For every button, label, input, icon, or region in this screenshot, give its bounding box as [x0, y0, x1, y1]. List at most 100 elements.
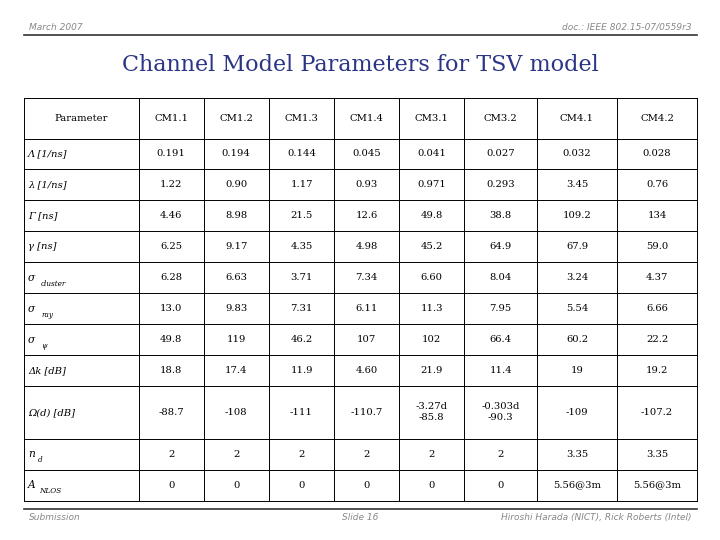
Text: σ: σ: [28, 273, 35, 283]
Text: CM1.3: CM1.3: [284, 114, 318, 123]
Text: -111: -111: [290, 408, 313, 417]
Text: CM4.2: CM4.2: [640, 114, 674, 123]
Text: 2: 2: [364, 450, 370, 458]
Text: Ω(d) [dB]: Ω(d) [dB]: [28, 408, 75, 417]
Text: Hiroshi Harada (NICT), Rick Roberts (Intel): Hiroshi Harada (NICT), Rick Roberts (Int…: [500, 513, 691, 522]
Text: 12.6: 12.6: [356, 211, 378, 220]
Text: 3.24: 3.24: [566, 273, 588, 282]
Text: CM3.1: CM3.1: [415, 114, 449, 123]
Text: 0.041: 0.041: [418, 150, 446, 158]
Text: -107.2: -107.2: [641, 408, 673, 417]
Text: 4.60: 4.60: [356, 366, 378, 375]
Text: 45.2: 45.2: [420, 242, 443, 251]
Text: 0: 0: [298, 481, 305, 490]
Text: -88.7: -88.7: [158, 408, 184, 417]
Text: 21.5: 21.5: [290, 211, 312, 220]
Text: -108: -108: [225, 408, 248, 417]
Text: 0.93: 0.93: [356, 180, 378, 190]
Text: 49.8: 49.8: [420, 211, 443, 220]
Text: Λ [1/ns]: Λ [1/ns]: [28, 150, 68, 158]
Text: 102: 102: [422, 335, 441, 344]
Text: 4.98: 4.98: [356, 242, 378, 251]
Text: 6.11: 6.11: [356, 304, 378, 313]
Text: 6.63: 6.63: [225, 273, 247, 282]
Text: -109: -109: [566, 408, 588, 417]
Text: 17.4: 17.4: [225, 366, 248, 375]
Text: 67.9: 67.9: [566, 242, 588, 251]
Text: 2: 2: [298, 450, 305, 458]
Text: 0: 0: [498, 481, 504, 490]
Text: cluster: cluster: [41, 280, 66, 288]
Text: 64.9: 64.9: [490, 242, 512, 251]
Text: 3.45: 3.45: [566, 180, 588, 190]
Text: 0.144: 0.144: [287, 150, 316, 158]
Text: -0.303d
-90.3: -0.303d -90.3: [482, 402, 520, 422]
Text: 0.194: 0.194: [222, 150, 251, 158]
Text: n: n: [28, 449, 35, 459]
Text: 8.98: 8.98: [225, 211, 248, 220]
Text: 0.028: 0.028: [643, 150, 671, 158]
Text: 6.60: 6.60: [420, 273, 443, 282]
Text: 4.46: 4.46: [160, 211, 182, 220]
Text: 0: 0: [233, 481, 240, 490]
Text: 49.8: 49.8: [160, 335, 182, 344]
Text: 0.045: 0.045: [352, 150, 381, 158]
Text: CM1.2: CM1.2: [220, 114, 253, 123]
Text: 7.34: 7.34: [356, 273, 378, 282]
Text: 1.22: 1.22: [160, 180, 182, 190]
Text: 19: 19: [570, 366, 583, 375]
Text: Submission: Submission: [29, 513, 81, 522]
Text: 7.95: 7.95: [490, 304, 512, 313]
Text: doc.: IEEE 802.15-07/0559r3: doc.: IEEE 802.15-07/0559r3: [562, 23, 691, 32]
Text: NLOS: NLOS: [40, 487, 62, 495]
Text: 107: 107: [357, 335, 377, 344]
Text: 3.35: 3.35: [566, 450, 588, 458]
Text: 0: 0: [428, 481, 435, 490]
Text: 22.2: 22.2: [646, 335, 668, 344]
Text: 1.17: 1.17: [290, 180, 312, 190]
Text: 11.3: 11.3: [420, 304, 443, 313]
Text: 46.2: 46.2: [290, 335, 312, 344]
Text: 4.37: 4.37: [646, 273, 668, 282]
Text: 6.25: 6.25: [160, 242, 182, 251]
Text: -110.7: -110.7: [351, 408, 383, 417]
Text: 9.17: 9.17: [225, 242, 248, 251]
Text: λ [1/ns]: λ [1/ns]: [28, 180, 67, 190]
Text: 0.293: 0.293: [487, 180, 515, 190]
Text: A: A: [28, 480, 36, 490]
Text: CM1.4: CM1.4: [350, 114, 384, 123]
Text: 9.83: 9.83: [225, 304, 248, 313]
Text: σ: σ: [28, 335, 35, 345]
Text: 59.0: 59.0: [646, 242, 668, 251]
Text: 7.31: 7.31: [290, 304, 312, 313]
Text: σ: σ: [28, 303, 35, 314]
Text: 0.191: 0.191: [157, 150, 186, 158]
Text: CM4.1: CM4.1: [560, 114, 594, 123]
Text: 3.35: 3.35: [646, 450, 668, 458]
Text: 19.2: 19.2: [646, 366, 668, 375]
Text: Δk [dB]: Δk [dB]: [28, 366, 66, 375]
Text: 109.2: 109.2: [562, 211, 591, 220]
Text: Γ [ns]: Γ [ns]: [28, 211, 58, 220]
Text: 0.027: 0.027: [487, 150, 515, 158]
Text: ψ: ψ: [41, 342, 47, 349]
Text: 18.8: 18.8: [160, 366, 182, 375]
Text: 60.2: 60.2: [566, 335, 588, 344]
Text: 6.66: 6.66: [646, 304, 668, 313]
Text: 119: 119: [227, 335, 246, 344]
Text: 0.971: 0.971: [418, 180, 446, 190]
Text: 8.04: 8.04: [490, 273, 512, 282]
Text: 0.90: 0.90: [225, 180, 248, 190]
Text: March 2007: March 2007: [29, 23, 82, 32]
Text: d: d: [37, 456, 42, 464]
Text: 11.4: 11.4: [490, 366, 512, 375]
Text: 11.9: 11.9: [290, 366, 312, 375]
Text: 0.032: 0.032: [562, 150, 591, 158]
Text: 134: 134: [647, 211, 667, 220]
Text: 21.9: 21.9: [420, 366, 443, 375]
Text: 66.4: 66.4: [490, 335, 512, 344]
Text: Parameter: Parameter: [55, 114, 108, 123]
Text: 6.28: 6.28: [160, 273, 182, 282]
Text: 13.0: 13.0: [160, 304, 182, 313]
Text: 0: 0: [168, 481, 174, 490]
